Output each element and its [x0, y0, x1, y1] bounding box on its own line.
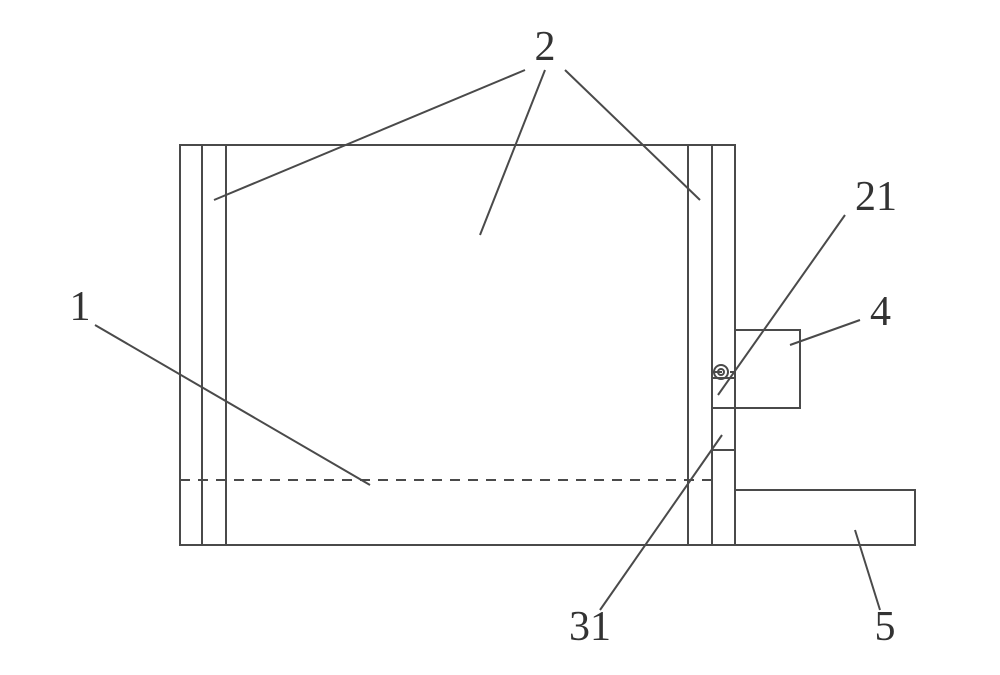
leader-L2_a	[214, 70, 525, 200]
motor-box	[735, 330, 800, 408]
leader-L2_c	[565, 70, 700, 200]
label-L21: 21	[855, 174, 897, 220]
leader-L31	[600, 435, 722, 610]
label-L1: 1	[70, 284, 91, 330]
right-slab	[688, 145, 712, 545]
leader-L2_b	[480, 70, 545, 235]
label-L4: 4	[870, 289, 891, 335]
outer-box	[180, 145, 735, 545]
left-slab	[202, 145, 226, 545]
leader-L1	[95, 325, 370, 485]
base-block	[735, 490, 915, 545]
label-L5: 5	[875, 604, 896, 650]
label-L31: 31	[569, 604, 611, 650]
label-L2: 2	[535, 24, 556, 70]
leader-L5	[855, 530, 880, 610]
leader-L21	[718, 215, 845, 395]
